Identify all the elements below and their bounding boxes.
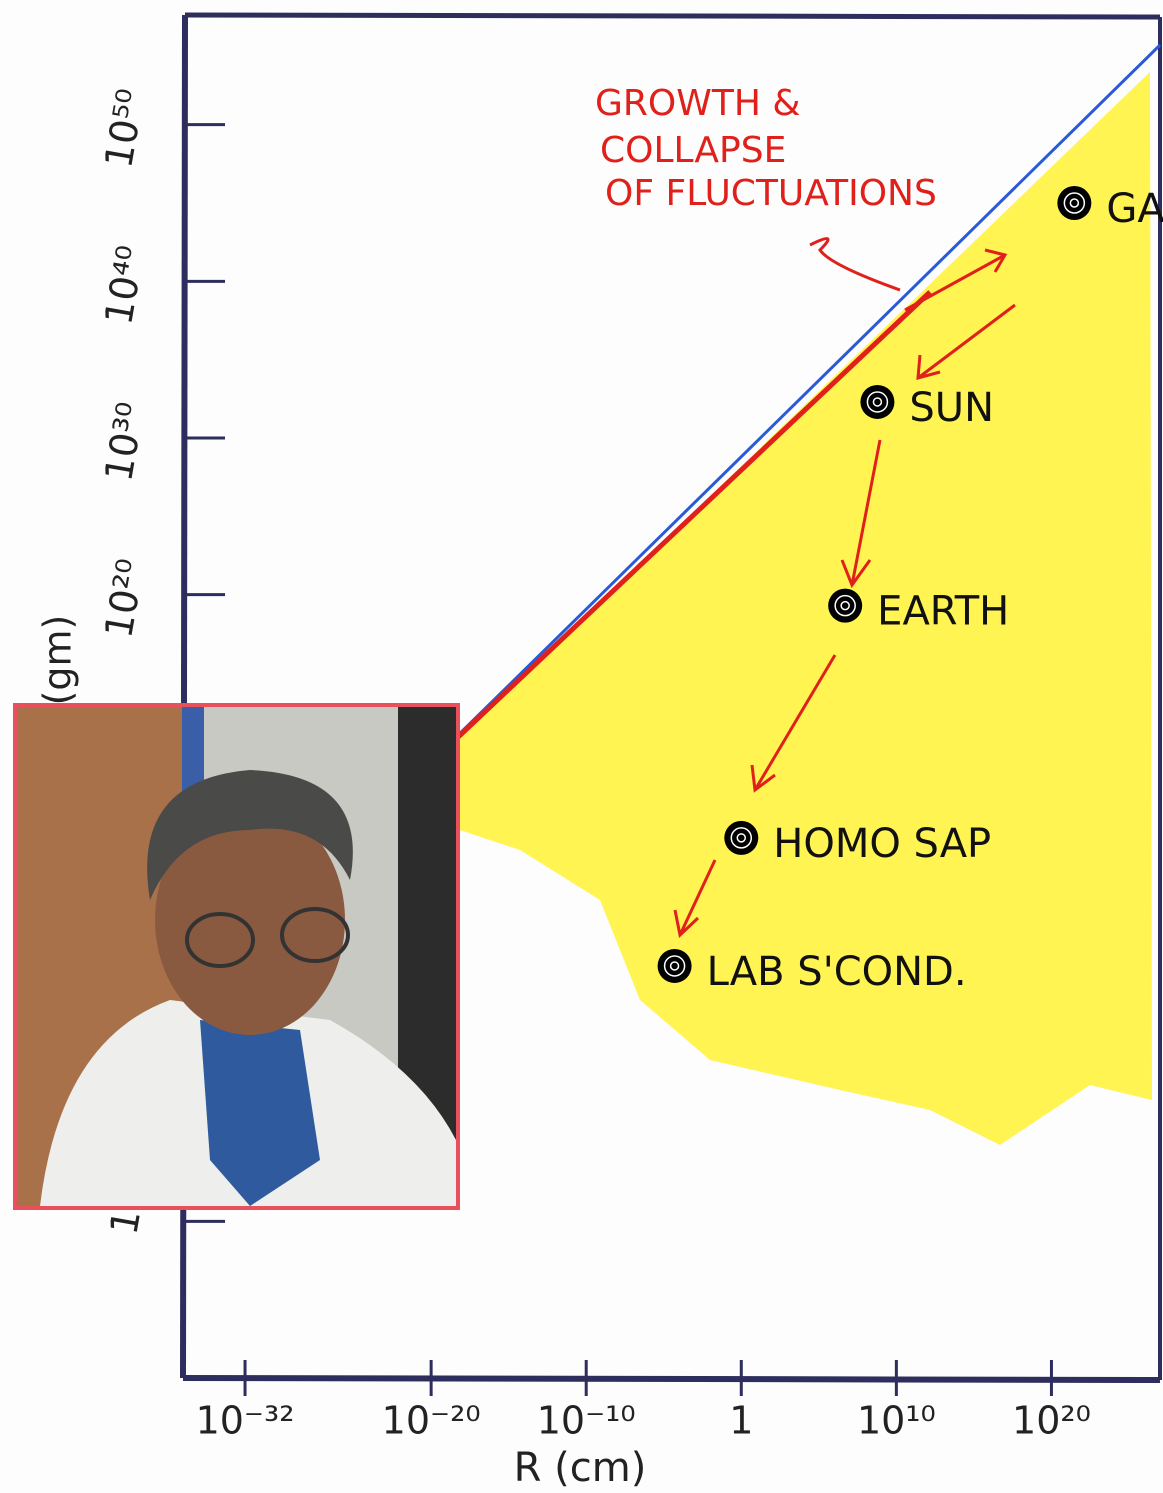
x-tick-label: 10⁻¹⁰ [537, 1399, 636, 1443]
x-axis [183, 1378, 1160, 1380]
marker [724, 821, 758, 855]
annotation: OF FLUCTUATIONS [605, 173, 937, 214]
point-label: EARTH [877, 589, 1009, 635]
point [860, 385, 894, 419]
top-frame [185, 15, 1160, 17]
marker [1057, 186, 1091, 220]
marker [658, 949, 692, 983]
point-label: LAB S'COND. [707, 949, 967, 995]
point [1057, 186, 1091, 220]
annotation: COLLAPSE [600, 130, 786, 171]
point-label: GALAXY [1106, 186, 1163, 232]
page: GROWTH & COLLAPSE OF FLUCTUATIONS R (cm)… [0, 0, 1163, 1493]
point-label: HOMO SAP [773, 821, 991, 867]
chart: GROWTH & COLLAPSE OF FLUCTUATIONS R (cm)… [0, 0, 1163, 1493]
x-tick-label: 10⁻²⁰ [382, 1399, 481, 1443]
x-axis-label: R (cm) [514, 1445, 647, 1491]
x-tick-label: 10⁻³² [196, 1399, 295, 1443]
point [828, 589, 862, 623]
point-label: SUN [909, 385, 994, 431]
marker [860, 385, 894, 419]
annotation: GROWTH & [595, 83, 800, 124]
point [658, 949, 692, 983]
point [724, 821, 758, 855]
x-tick-label: 1 [729, 1399, 753, 1443]
y-axis-label: (gm) [36, 615, 80, 706]
photo [15, 705, 458, 1208]
x-tick-label: 10²⁰ [1012, 1399, 1091, 1443]
x-tick-label: 10¹⁰ [857, 1399, 936, 1443]
marker [828, 589, 862, 623]
